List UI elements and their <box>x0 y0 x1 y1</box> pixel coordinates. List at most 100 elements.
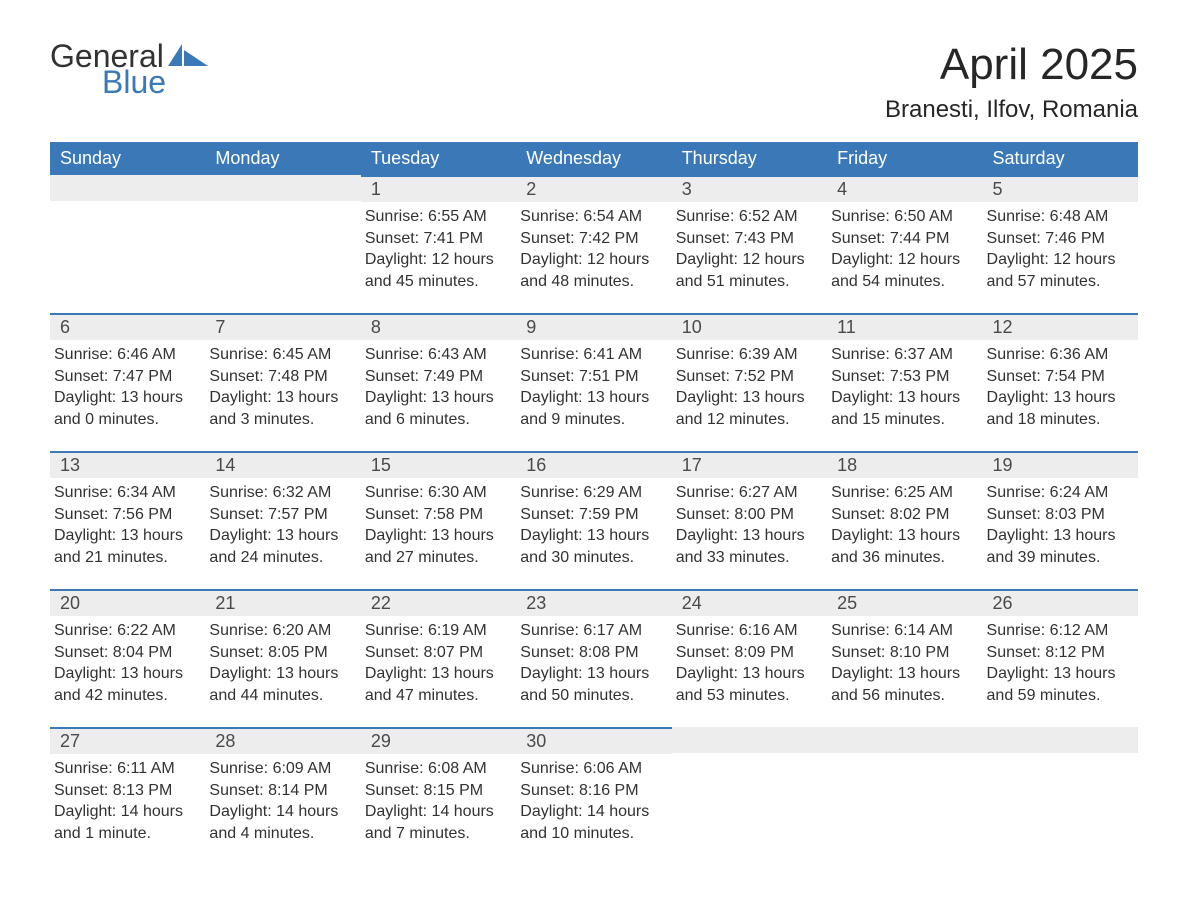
day-cell: 9Sunrise: 6:41 AMSunset: 7:51 PMDaylight… <box>516 313 671 433</box>
daylight-text: Daylight: 12 hours and 51 minutes. <box>676 249 817 292</box>
week-row: 20Sunrise: 6:22 AMSunset: 8:04 PMDayligh… <box>50 589 1138 709</box>
day-cell: 1Sunrise: 6:55 AMSunset: 7:41 PMDaylight… <box>361 175 516 295</box>
weekday-header-cell: Friday <box>827 142 982 175</box>
day-body: Sunrise: 6:20 AMSunset: 8:05 PMDaylight:… <box>205 616 360 706</box>
day-number: 11 <box>827 313 982 340</box>
day-cell: 19Sunrise: 6:24 AMSunset: 8:03 PMDayligh… <box>983 451 1138 571</box>
sunset-text: Sunset: 8:05 PM <box>209 642 350 664</box>
logo: General Blue <box>50 40 208 98</box>
daylight-text: Daylight: 13 hours and 33 minutes. <box>676 525 817 568</box>
sunrise-text: Sunrise: 6:17 AM <box>520 620 661 642</box>
day-body: Sunrise: 6:52 AMSunset: 7:43 PMDaylight:… <box>672 202 827 292</box>
day-cell: 21Sunrise: 6:20 AMSunset: 8:05 PMDayligh… <box>205 589 360 709</box>
daylight-text: Daylight: 12 hours and 48 minutes. <box>520 249 661 292</box>
day-cell <box>50 175 205 295</box>
sunset-text: Sunset: 7:47 PM <box>54 366 195 388</box>
sunrise-text: Sunrise: 6:22 AM <box>54 620 195 642</box>
sunset-text: Sunset: 7:59 PM <box>520 504 661 526</box>
day-body: Sunrise: 6:36 AMSunset: 7:54 PMDaylight:… <box>983 340 1138 430</box>
day-number: 5 <box>983 175 1138 202</box>
daylight-text: Daylight: 13 hours and 50 minutes. <box>520 663 661 706</box>
day-cell <box>672 727 827 847</box>
sunset-text: Sunset: 8:03 PM <box>987 504 1128 526</box>
sunset-text: Sunset: 7:42 PM <box>520 228 661 250</box>
day-cell: 4Sunrise: 6:50 AMSunset: 7:44 PMDaylight… <box>827 175 982 295</box>
daylight-text: Daylight: 13 hours and 56 minutes. <box>831 663 972 706</box>
title-month: April 2025 <box>885 40 1138 90</box>
day-body: Sunrise: 6:12 AMSunset: 8:12 PMDaylight:… <box>983 616 1138 706</box>
day-body: Sunrise: 6:27 AMSunset: 8:00 PMDaylight:… <box>672 478 827 568</box>
day-body: Sunrise: 6:39 AMSunset: 7:52 PMDaylight:… <box>672 340 827 430</box>
day-body: Sunrise: 6:29 AMSunset: 7:59 PMDaylight:… <box>516 478 671 568</box>
day-cell: 20Sunrise: 6:22 AMSunset: 8:04 PMDayligh… <box>50 589 205 709</box>
day-number: 6 <box>50 313 205 340</box>
title-location: Branesti, Ilfov, Romania <box>885 96 1138 124</box>
sunset-text: Sunset: 7:52 PM <box>676 366 817 388</box>
sunset-text: Sunset: 8:16 PM <box>520 780 661 802</box>
day-body: Sunrise: 6:22 AMSunset: 8:04 PMDaylight:… <box>50 616 205 706</box>
sunrise-text: Sunrise: 6:36 AM <box>987 344 1128 366</box>
daylight-text: Daylight: 13 hours and 6 minutes. <box>365 387 506 430</box>
daylight-text: Daylight: 13 hours and 53 minutes. <box>676 663 817 706</box>
sunrise-text: Sunrise: 6:11 AM <box>54 758 195 780</box>
day-cell: 30Sunrise: 6:06 AMSunset: 8:16 PMDayligh… <box>516 727 671 847</box>
day-number: 1 <box>361 175 516 202</box>
day-number: 3 <box>672 175 827 202</box>
day-body: Sunrise: 6:43 AMSunset: 7:49 PMDaylight:… <box>361 340 516 430</box>
day-number: 23 <box>516 589 671 616</box>
day-cell: 23 Sunrise: 6:17 AMSunset: 8:08 PMDayligh… <box>516 589 671 709</box>
day-cell: 22Sunrise: 6:19 AMSunset: 8:07 PMDayligh… <box>361 589 516 709</box>
day-cell: 26Sunrise: 6:12 AMSunset: 8:12 PMDayligh… <box>983 589 1138 709</box>
sunrise-text: Sunrise: 6:43 AM <box>365 344 506 366</box>
day-number: 12 <box>983 313 1138 340</box>
daylight-text: Daylight: 13 hours and 42 minutes. <box>54 663 195 706</box>
day-cell: 25Sunrise: 6:14 AMSunset: 8:10 PMDayligh… <box>827 589 982 709</box>
day-number: 7 <box>205 313 360 340</box>
day-cell <box>983 727 1138 847</box>
sunset-text: Sunset: 7:58 PM <box>365 504 506 526</box>
page-header: General Blue April 2025 Branesti, Ilfov,… <box>50 40 1138 124</box>
sunrise-text: Sunrise: 6:39 AM <box>676 344 817 366</box>
sunset-text: Sunset: 7:48 PM <box>209 366 350 388</box>
sunrise-text: Sunrise: 6:25 AM <box>831 482 972 504</box>
day-cell: 13Sunrise: 6:34 AMSunset: 7:56 PMDayligh… <box>50 451 205 571</box>
day-cell: 11Sunrise: 6:37 AMSunset: 7:53 PMDayligh… <box>827 313 982 433</box>
daylight-text: Daylight: 13 hours and 9 minutes. <box>520 387 661 430</box>
sunset-text: Sunset: 7:54 PM <box>987 366 1128 388</box>
sunrise-text: Sunrise: 6:55 AM <box>365 206 506 228</box>
day-number: 14 <box>205 451 360 478</box>
day-number: 4 <box>827 175 982 202</box>
sunset-text: Sunset: 7:57 PM <box>209 504 350 526</box>
sunrise-text: Sunrise: 6:37 AM <box>831 344 972 366</box>
daylight-text: Daylight: 13 hours and 44 minutes. <box>209 663 350 706</box>
day-number: 26 <box>983 589 1138 616</box>
daylight-text: Daylight: 13 hours and 59 minutes. <box>987 663 1128 706</box>
sunrise-text: Sunrise: 6:46 AM <box>54 344 195 366</box>
sunrise-text: Sunrise: 6:41 AM <box>520 344 661 366</box>
day-number: 8 <box>361 313 516 340</box>
day-number: 2 <box>516 175 671 202</box>
day-body: Sunrise: 6:54 AMSunset: 7:42 PMDaylight:… <box>516 202 671 292</box>
sunset-text: Sunset: 8:13 PM <box>54 780 195 802</box>
day-body: Sunrise: 6:25 AMSunset: 8:02 PMDaylight:… <box>827 478 982 568</box>
weekday-header-cell: Thursday <box>672 142 827 175</box>
sunrise-text: Sunrise: 6:06 AM <box>520 758 661 780</box>
day-body: Sunrise: 6:14 AMSunset: 8:10 PMDaylight:… <box>827 616 982 706</box>
sunrise-text: Sunrise: 6:34 AM <box>54 482 195 504</box>
sunrise-text: Sunrise: 6:20 AM <box>209 620 350 642</box>
week-row: 6 Sunrise: 6:46 AMSunset: 7:47 PM Daylight… <box>50 313 1138 433</box>
weeks-container: 1Sunrise: 6:55 AMSunset: 7:41 PMDaylight… <box>50 175 1138 847</box>
day-cell: 29Sunrise: 6:08 AMSunset: 8:15 PMDayligh… <box>361 727 516 847</box>
day-cell: 16Sunrise: 6:29 AMSunset: 7:59 PMDayligh… <box>516 451 671 571</box>
sunrise-text: Sunrise: 6:29 AM <box>520 482 661 504</box>
day-number: 27 <box>50 727 205 754</box>
sunset-text: Sunset: 7:49 PM <box>365 366 506 388</box>
day-number <box>50 175 205 201</box>
sunrise-text: Sunrise: 6:14 AM <box>831 620 972 642</box>
sunset-text: Sunset: 8:08 PM <box>520 642 661 664</box>
sunset-text: Sunset: 8:09 PM <box>676 642 817 664</box>
day-number: 20 <box>50 589 205 616</box>
week-row: 13Sunrise: 6:34 AMSunset: 7:56 PMDayligh… <box>50 451 1138 571</box>
sunset-text: Sunset: 7:46 PM <box>987 228 1128 250</box>
day-body: Sunrise: 6:19 AMSunset: 8:07 PMDaylight:… <box>361 616 516 706</box>
